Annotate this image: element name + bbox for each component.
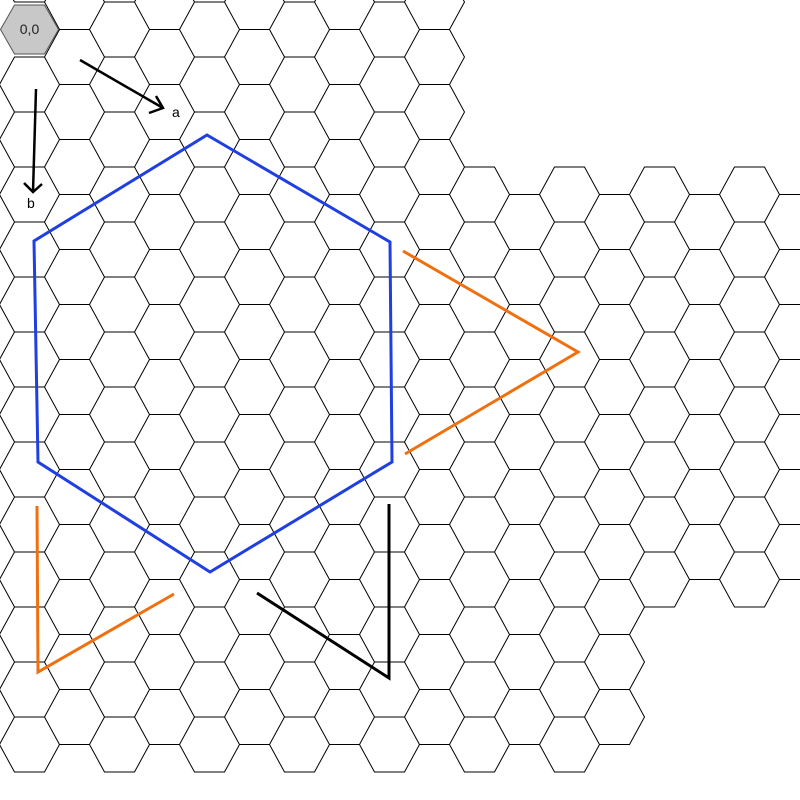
origin-hexagon	[0, 4, 60, 55]
origin-cell: 0,0	[0, 4, 60, 55]
axis-b-arrowhead	[23, 182, 43, 194]
axis-a-label: a	[172, 104, 180, 120]
axis-a-arrow	[79, 58, 164, 110]
hex-grid-cells	[0, 0, 800, 773]
orange-triangle-bottom-left	[35, 505, 175, 675]
axis-b-arrow	[31, 88, 38, 193]
axis-b-label: b	[27, 195, 35, 211]
orange-triangle-right	[402, 249, 581, 456]
large-blue-hexagon	[32, 133, 394, 574]
axis-a-arrowhead	[148, 95, 165, 115]
axis-b: b	[23, 88, 43, 211]
axis-a: a	[79, 58, 180, 120]
hex-grid	[0, 0, 800, 773]
black-angle-marker	[256, 504, 391, 681]
origin-label: 0,0	[20, 21, 40, 37]
